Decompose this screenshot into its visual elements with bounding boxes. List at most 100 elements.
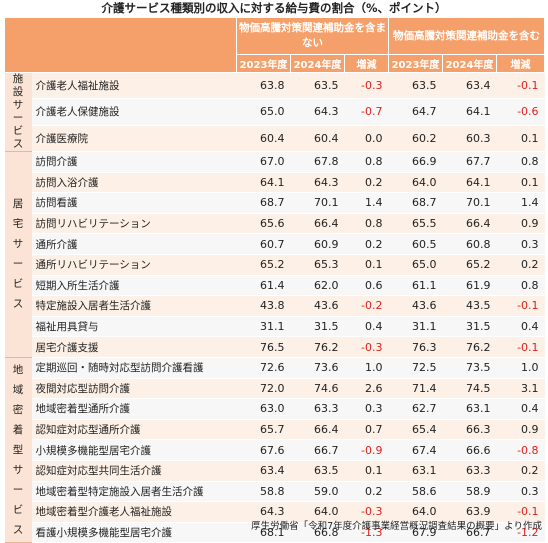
value-cell: 65.4: [388, 419, 443, 441]
value-cell: 67.6: [236, 439, 291, 461]
table-row: 介護医療院 60.4 60.4 0.0 60.2 60.3 0.1: [5, 125, 545, 153]
table-row: 地域密着型介護老人福祉施設 64.3 64.0 -0.3 64.0 63.9 -0.1: [5, 501, 545, 523]
header-group-including-subsidy: 物価高騰対策関連補助金を含む: [388, 17, 546, 55]
value-cell: 65.5: [388, 213, 443, 235]
value-cell: 3.1: [496, 378, 545, 400]
value-cell: 65.6: [236, 213, 291, 235]
service-name: 訪問リハビリテーション: [31, 213, 237, 235]
service-name: 特定施設入居者生活介護: [31, 295, 237, 317]
value-cell: 0.3: [496, 481, 545, 503]
service-name: 認知症対応型通所介護: [31, 419, 237, 441]
table-row: 認知症対応型通所介護 65.7 66.4 0.7 65.4 66.3 0.9: [5, 419, 545, 441]
header-diff-a: 増減: [343, 54, 390, 73]
value-cell: -0.3: [344, 336, 389, 358]
value-cell: 64.1: [442, 98, 497, 126]
value-cell: 63.1: [442, 398, 497, 420]
value-cell: 74.5: [442, 378, 497, 400]
category-label-text: 居宅サービス: [12, 198, 24, 311]
service-name: 看護小規模多機能型居宅介護: [31, 522, 237, 543]
value-cell: 76.2: [290, 336, 345, 358]
service-name: 定期巡回・随時対応型訪問介護看護: [31, 357, 237, 379]
table-row: 認知症対応型共同生活介護 63.4 63.5 0.1 63.1 63.3 0.2: [5, 460, 545, 482]
value-cell: 60.3: [442, 125, 497, 153]
value-cell: 58.9: [442, 481, 497, 503]
value-cell: 60.5: [388, 233, 443, 255]
value-cell: 66.7: [290, 439, 345, 461]
value-cell: 0.2: [344, 172, 389, 194]
table-row: 介護老人保健施設 65.0 64.3 -0.7 64.7 64.1 -0.6: [5, 98, 545, 126]
service-name: 介護医療院: [31, 125, 237, 153]
value-cell: 1.4: [496, 192, 545, 214]
table-row: 居宅サービス 訪問介護 67.0 67.8 0.8 66.9 67.7 0.8: [4, 151, 545, 358]
service-name: 通所介護: [31, 233, 237, 255]
table-row: 夜間対応型訪問介護 72.0 74.6 2.6 71.4 74.5 3.1: [5, 378, 545, 400]
value-cell: 74.6: [290, 378, 345, 400]
value-cell: 0.9: [496, 213, 545, 235]
service-name: 地域密着型特定施設入居者生活介護: [31, 481, 237, 503]
value-cell: 2.6: [344, 378, 389, 400]
value-cell: 43.6: [388, 295, 443, 317]
value-cell: 0.2: [344, 481, 389, 503]
category-label: 居宅サービス: [4, 151, 32, 358]
category-label-text: 施設サービス: [12, 73, 24, 151]
header-2024-a: 2024年度: [290, 54, 345, 73]
table-row: 福祉用具貸与 31.1 31.5 0.4 31.1 31.5 0.4: [5, 316, 545, 338]
value-cell: 63.9: [442, 501, 497, 523]
table-row: 地域密着型特定施設入居者生活介護 58.8 59.0 0.2 58.6 58.9 0.3: [5, 481, 545, 503]
value-cell: 65.2: [236, 254, 291, 276]
header-2023-a: 2023年度: [236, 54, 291, 73]
value-cell: 1.0: [496, 357, 545, 379]
value-cell: 70.1: [290, 192, 345, 214]
value-cell: 0.9: [496, 419, 545, 441]
value-cell: 65.0: [388, 254, 443, 276]
value-cell: 64.1: [236, 172, 291, 194]
value-cell: 66.9: [388, 151, 443, 173]
value-cell: -0.3: [344, 72, 389, 100]
value-cell: 0.3: [496, 233, 545, 255]
service-name: 地域密着型通所介護: [31, 398, 237, 420]
value-cell: 64.0: [388, 172, 443, 194]
table-row: 施設サービス 介護老人福祉施設 63.8 63.5 -0.3 63.5 63.4 -0.1: [4, 72, 545, 152]
header-2024-b: 2024年度: [442, 54, 498, 73]
value-cell: 64.3: [290, 172, 345, 194]
value-cell: -0.8: [496, 439, 545, 461]
value-cell: 0.2: [496, 460, 545, 482]
value-cell: 67.4: [388, 439, 443, 461]
value-cell: 70.1: [442, 192, 497, 214]
value-cell: 67.0: [236, 151, 291, 173]
value-cell: 0.1: [496, 172, 545, 194]
value-cell: 63.3: [442, 460, 497, 482]
table-row: 訪問看護 68.7 70.1 1.4 68.7 70.1 1.4: [5, 192, 545, 214]
value-cell: 65.3: [290, 254, 345, 276]
category-label: 地域密着型サービス: [4, 356, 32, 543]
value-cell: -0.1: [496, 295, 545, 317]
table-body: 施設サービス 介護老人福祉施設 63.8 63.5 -0.3 63.5 63.4 -0.1 介護…: [4, 72, 545, 543]
value-cell: 58.6: [388, 481, 443, 503]
value-cell: 0.8: [344, 213, 389, 235]
table-row: 通所リハビリテーション 65.2 65.3 0.1 65.0 65.2 0.2: [5, 254, 545, 276]
table-row: 小規模多機能型居宅介護 67.6 66.7 -0.9 67.4 66.6 -0.8: [5, 439, 545, 461]
salary-ratio-table: 物価高騰対策関連補助金を含まない 物価高騰対策関連補助金を含む 2023年度 2…: [4, 17, 546, 543]
service-name: 介護老人保健施設: [31, 98, 237, 126]
header-2023-b: 2023年度: [388, 54, 444, 73]
value-cell: 63.3: [290, 398, 345, 420]
table-row: 特定施設入居者生活介護 43.8 43.6 -0.2 43.6 43.5 -0.1: [5, 295, 545, 317]
category-label-text: 地域密着型サービス: [12, 364, 24, 537]
category-label: 施設サービス: [4, 72, 32, 152]
table-title: 介護サービス種類別の収入に対する給与費の割合（%、ポイント）: [101, 1, 447, 15]
header-blank: [4, 17, 237, 73]
value-cell: 72.0: [236, 378, 291, 400]
value-cell: 65.7: [236, 419, 291, 441]
value-cell: 73.5: [442, 357, 497, 379]
value-cell: 61.4: [236, 275, 291, 297]
value-cell: 66.4: [442, 213, 497, 235]
value-cell: 1.4: [344, 192, 389, 214]
value-cell: 66.4: [290, 419, 345, 441]
table-row: 地域密着型サービス 定期巡回・随時対応型訪問介護看護 72.6 73.6 1.0 72.5…: [4, 356, 545, 543]
table-row: 地域密着型通所介護 63.0 63.3 0.3 62.7 63.1 0.4: [5, 398, 545, 420]
service-name: 小規模多機能型居宅介護: [31, 439, 237, 461]
table-row: 短期入所生活介護 61.4 62.0 0.6 61.1 61.9 0.8: [5, 275, 545, 297]
service-name: 福祉用具貸与: [31, 316, 237, 338]
value-cell: -0.1: [496, 336, 545, 358]
value-cell: 60.9: [290, 233, 345, 255]
